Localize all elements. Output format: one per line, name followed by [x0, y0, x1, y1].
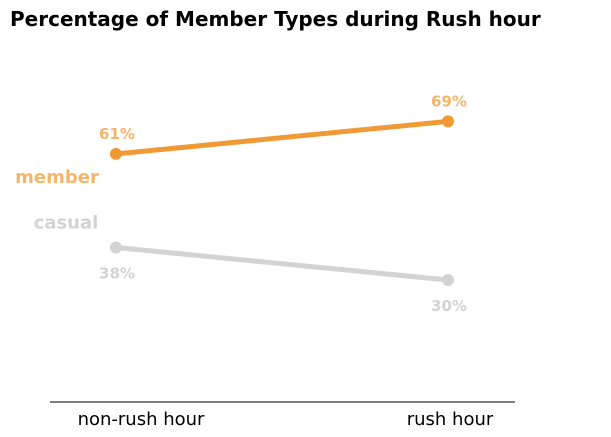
data-label-casual: 38% — [99, 264, 135, 282]
data-label-casual: 30% — [431, 297, 467, 315]
data-point-casual — [442, 274, 454, 286]
series-name-label: casual — [34, 212, 99, 233]
series-member: 61% 69% member — [15, 92, 467, 188]
data-label-member: 69% — [431, 92, 467, 110]
series-casual: 38% 30% casual — [34, 212, 467, 315]
chart-title: Percentage of Member Types during Rush h… — [10, 7, 541, 31]
series-layer: 61% 69% member 38% 30% casual — [15, 92, 467, 315]
x-axis-ticks: non-rush hour rush hour — [78, 409, 494, 430]
data-point-member — [110, 147, 122, 160]
series-line-casual — [113, 244, 451, 283]
data-label-member: 61% — [99, 125, 135, 143]
x-tick-label: non-rush hour — [78, 409, 205, 430]
x-tick-label: rush hour — [407, 409, 494, 430]
data-point-member — [442, 115, 454, 128]
series-name-label: member — [15, 167, 99, 188]
data-point-casual — [110, 241, 122, 254]
series-line-member — [113, 118, 451, 157]
